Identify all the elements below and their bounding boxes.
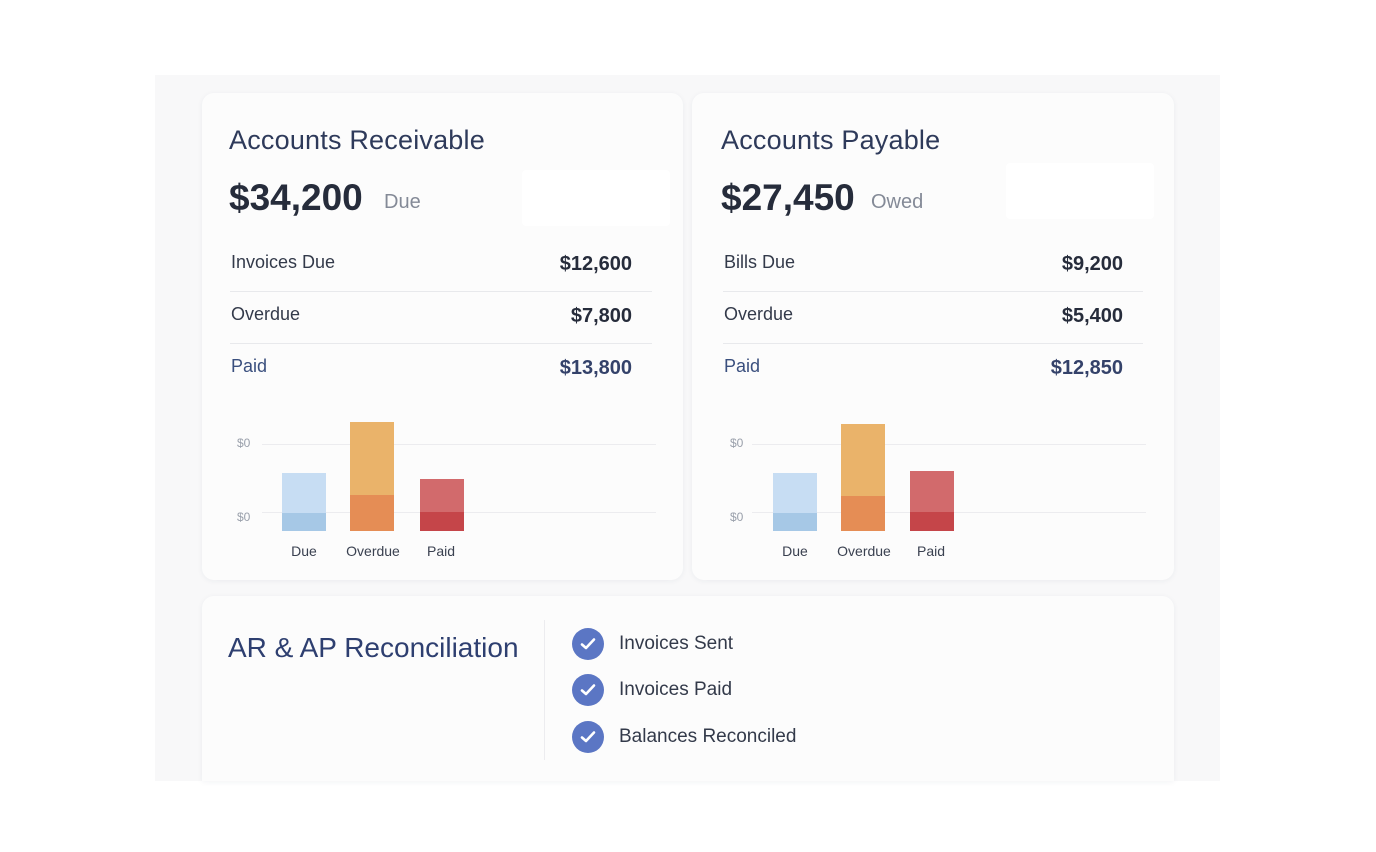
summary-row-invoices-due[interactable]: Invoices Due $12,600 bbox=[230, 240, 652, 292]
row-value: $12,850 bbox=[1050, 357, 1123, 379]
row-label: Overdue bbox=[724, 304, 794, 324]
total-amount: $34,200 bbox=[229, 177, 363, 218]
bar-overdue-lower bbox=[350, 495, 394, 531]
summary-row-bills-due[interactable]: Bills Due $9,200 bbox=[723, 240, 1143, 292]
summary-row-overdue[interactable]: Overdue $7,800 bbox=[230, 292, 652, 344]
row-value: $12,600 bbox=[559, 253, 632, 275]
x-label-due: Due bbox=[291, 543, 317, 559]
bar-overdue-upper bbox=[841, 424, 885, 496]
row-value: $5,400 bbox=[1061, 305, 1123, 327]
bar-paid-lower bbox=[910, 512, 954, 531]
x-label-paid: Paid bbox=[426, 543, 456, 559]
row-divider bbox=[230, 291, 652, 292]
vertical-divider bbox=[544, 620, 545, 760]
bar-due-lower bbox=[282, 513, 326, 531]
bar-overdue-lower bbox=[841, 496, 885, 531]
bar-paid-upper bbox=[420, 479, 464, 512]
summary-row-paid[interactable]: Paid $13,800 bbox=[230, 344, 652, 396]
x-label-overdue: Overdue bbox=[837, 543, 891, 559]
x-label-paid: Paid bbox=[916, 543, 946, 559]
x-label-overdue: Overdue bbox=[346, 543, 400, 559]
reconciliation-title: AR & AP Reconciliation bbox=[228, 632, 519, 663]
row-value: $7,800 bbox=[570, 305, 632, 327]
row-label: Overdue bbox=[231, 304, 301, 324]
amount-suffix: Owed bbox=[871, 191, 924, 213]
summary-row-paid[interactable]: Paid $12,850 bbox=[723, 344, 1143, 396]
row-label: Bills Due bbox=[724, 252, 796, 272]
gridline bbox=[752, 444, 1146, 445]
row-divider bbox=[723, 291, 1143, 292]
total-amount: $27,450 bbox=[721, 177, 855, 218]
y-tick-label: $0 bbox=[730, 436, 744, 450]
checklist-label: Invoices Paid bbox=[619, 679, 733, 700]
accounts-receivable-card: Accounts Receivable $34,200 Due Invoices… bbox=[202, 93, 683, 580]
check-circle-icon bbox=[572, 721, 604, 753]
checklist-label: Balances Reconciled bbox=[619, 726, 797, 747]
row-divider bbox=[723, 343, 1143, 344]
bar-paid-lower bbox=[420, 512, 464, 531]
bar-due-upper bbox=[282, 473, 326, 513]
check-circle-icon bbox=[572, 628, 604, 660]
bar-paid-upper bbox=[910, 471, 954, 512]
gridline bbox=[262, 444, 656, 445]
placeholder-box bbox=[1006, 163, 1154, 219]
summary-row-overdue[interactable]: Overdue $5,400 bbox=[723, 292, 1143, 344]
row-value: $9,200 bbox=[1061, 253, 1123, 275]
bar-due-upper bbox=[773, 473, 817, 513]
bar-due-lower bbox=[773, 513, 817, 531]
y-tick-label: $0 bbox=[730, 510, 744, 524]
amount-suffix: Due bbox=[384, 191, 421, 213]
reconciliation-card: AR & AP Reconciliation Invoices Sent Inv… bbox=[202, 596, 1174, 781]
checklist-label: Invoices Sent bbox=[619, 633, 734, 654]
row-label: Invoices Due bbox=[231, 252, 336, 272]
row-value: $13,800 bbox=[559, 357, 632, 379]
row-label: Paid bbox=[724, 356, 761, 376]
placeholder-box bbox=[522, 170, 670, 226]
bar-overdue-upper bbox=[350, 422, 394, 495]
row-label: Paid bbox=[231, 356, 268, 376]
y-tick-label: $0 bbox=[237, 510, 251, 524]
check-circle-icon bbox=[572, 674, 604, 706]
y-tick-label: $0 bbox=[237, 436, 251, 450]
row-divider bbox=[230, 343, 652, 344]
accounts-payable-card: Accounts Payable $27,450 Owed Bills Due … bbox=[692, 93, 1174, 580]
card-title: Accounts Payable bbox=[721, 125, 941, 155]
x-label-due: Due bbox=[782, 543, 808, 559]
card-title: Accounts Receivable bbox=[229, 125, 485, 155]
